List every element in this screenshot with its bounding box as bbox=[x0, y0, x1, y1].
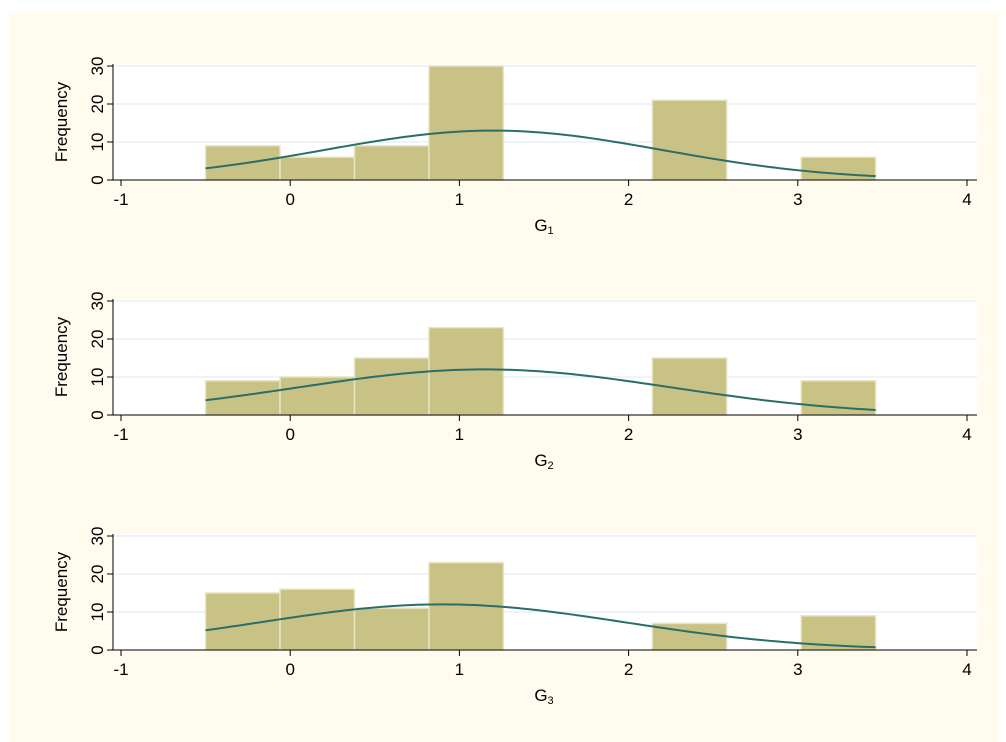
y-axis-title: Frequency bbox=[52, 551, 71, 632]
histogram-bar bbox=[279, 376, 356, 416]
histogram-bar bbox=[353, 145, 430, 181]
histogram-bar bbox=[800, 156, 877, 181]
x-tick-label: 2 bbox=[624, 660, 633, 679]
x-tick-label: 0 bbox=[285, 425, 294, 444]
histogram-bar bbox=[353, 607, 430, 651]
x-tick-label: 2 bbox=[624, 425, 633, 444]
x-tick-label: -1 bbox=[113, 190, 128, 209]
histogram-bar bbox=[428, 65, 505, 181]
x-axis-title: G1 bbox=[534, 216, 553, 237]
y-tick-label: 0 bbox=[88, 175, 107, 184]
y-tick-label: 0 bbox=[88, 410, 107, 419]
histogram-bar bbox=[651, 99, 728, 181]
x-tick-label: 2 bbox=[624, 190, 633, 209]
x-axis-title-main: G bbox=[534, 686, 547, 705]
x-tick-label: 0 bbox=[285, 660, 294, 679]
y-tick-label: 30 bbox=[88, 57, 107, 76]
x-tick-label: 1 bbox=[455, 425, 464, 444]
x-tick-label: 4 bbox=[962, 190, 971, 209]
normal-density-curve bbox=[205, 603, 876, 649]
x-tick-label: -1 bbox=[113, 425, 128, 444]
y-tick-label: 10 bbox=[88, 368, 107, 387]
x-tick-label: 3 bbox=[793, 660, 802, 679]
y-tick-label: 10 bbox=[88, 603, 107, 622]
x-axis-title-subscript: 3 bbox=[548, 695, 554, 707]
histogram-bar bbox=[353, 357, 430, 416]
x-axis-title: G3 bbox=[534, 686, 553, 707]
y-tick-label: 0 bbox=[88, 645, 107, 654]
figure: 0 10 20 30 Frequency -1 0 1 2 3 4 G1 0 10 20 30 Frequenc… bbox=[9, 12, 999, 742]
x-axis-title-subscript: 2 bbox=[548, 460, 554, 472]
x-tick-label: 1 bbox=[455, 660, 464, 679]
x-tick-label: 0 bbox=[285, 190, 294, 209]
x-tick-label: 1 bbox=[455, 190, 464, 209]
y-axis-title: Frequency bbox=[52, 316, 71, 397]
y-tick-label: 20 bbox=[88, 95, 107, 114]
normal-density-curve bbox=[205, 368, 876, 411]
y-tick-label: 30 bbox=[88, 527, 107, 546]
x-axis-title-subscript: 1 bbox=[548, 225, 554, 237]
y-tick-label: 10 bbox=[88, 133, 107, 152]
x-tick-label: -1 bbox=[113, 660, 128, 679]
x-axis-title-main: G bbox=[534, 451, 547, 470]
x-tick-label: 3 bbox=[793, 190, 802, 209]
x-tick-label: 4 bbox=[962, 425, 971, 444]
x-tick-label: 4 bbox=[962, 660, 971, 679]
y-axis-title: Frequency bbox=[52, 81, 71, 162]
x-axis-title-main: G bbox=[534, 216, 547, 235]
normal-density-curve bbox=[205, 129, 876, 178]
y-tick-label: 20 bbox=[88, 565, 107, 584]
x-tick-label: 3 bbox=[793, 425, 802, 444]
x-axis-title: G2 bbox=[534, 451, 553, 472]
histogram-bar bbox=[279, 588, 356, 651]
histogram-bar bbox=[279, 156, 356, 181]
y-tick-label: 20 bbox=[88, 330, 107, 349]
y-tick-label: 30 bbox=[88, 292, 107, 311]
